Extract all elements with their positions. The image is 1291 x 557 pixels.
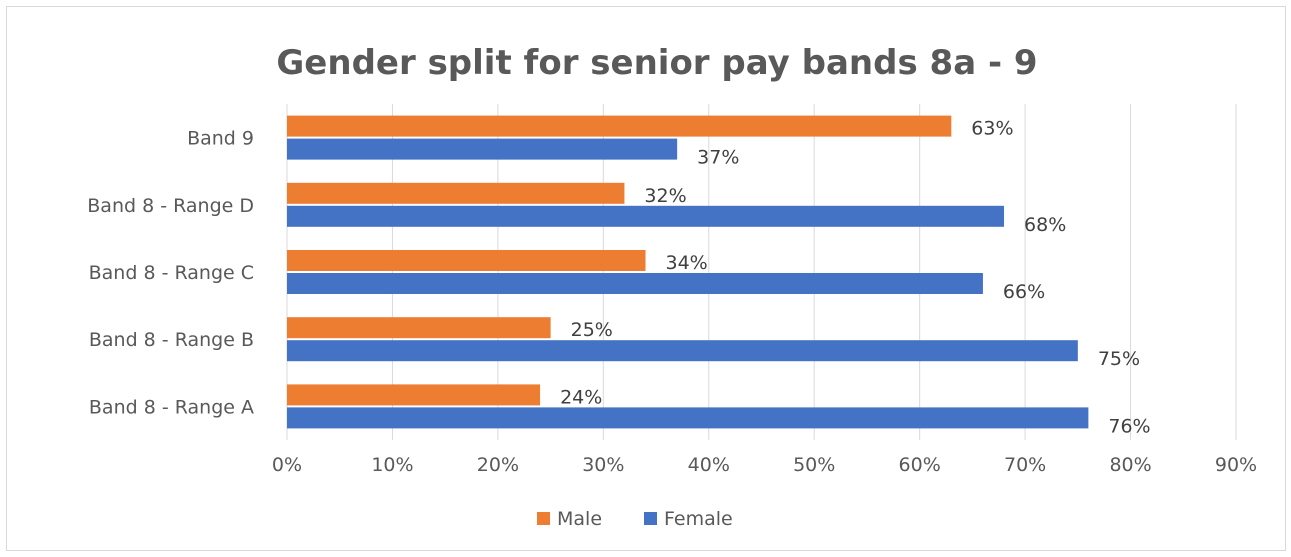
legend-swatch	[644, 512, 657, 525]
x-tick-label: 40%	[688, 454, 730, 476]
legend-label: Female	[664, 508, 733, 530]
x-tick-labels: 0% 10% 20% 30% 40% 50% 60% 70% 80% 90%	[272, 454, 1257, 476]
data-label-male: 34%	[666, 252, 708, 274]
chart-svg: Gender split for senior pay bands 8a - 9…	[87, 43, 1257, 530]
bar-male	[287, 115, 952, 137]
legend-label: Male	[557, 508, 602, 530]
data-label-male: 24%	[560, 386, 602, 408]
data-label-female: 68%	[1024, 214, 1066, 236]
category-label: Band 8 - Range A	[89, 396, 254, 418]
bar-female	[287, 340, 1078, 362]
data-label-female: 76%	[1108, 415, 1150, 437]
data-labels: 63% 37% 32% 68% 34% 66% 25% 75% 24% 76%	[560, 118, 1151, 438]
data-label-male: 63%	[971, 118, 1013, 140]
legend-swatch	[537, 512, 550, 525]
data-label-male: 32%	[644, 185, 686, 207]
legend: Male Female	[537, 508, 733, 530]
x-tick-label: 20%	[477, 454, 519, 476]
chart-container: Gender split for senior pay bands 8a - 9…	[6, 6, 1286, 551]
data-label-female: 37%	[697, 147, 739, 169]
bar-female	[287, 273, 983, 294]
category-label: Band 8 - Range D	[87, 195, 254, 217]
x-tick-label: 30%	[582, 454, 624, 476]
category-label: Band 8 - Range B	[89, 329, 254, 351]
x-tick-label: 50%	[793, 454, 835, 476]
chart-title: Gender split for senior pay bands 8a - 9	[276, 43, 1037, 83]
gridlines	[286, 104, 1237, 440]
x-tick-label: 70%	[1004, 454, 1046, 476]
bar-male	[287, 182, 625, 204]
bar-male	[287, 384, 541, 406]
data-label-female: 66%	[1003, 281, 1045, 303]
bar-female	[287, 138, 678, 160]
bar-female	[287, 205, 1005, 227]
bar-male	[287, 250, 646, 271]
bars	[287, 115, 1089, 429]
category-label: Band 8 - Range C	[89, 262, 254, 284]
data-label-female: 75%	[1098, 348, 1140, 370]
x-tick-label: 60%	[899, 454, 941, 476]
x-tick-label: 10%	[371, 454, 413, 476]
category-label: Band 9	[187, 128, 254, 150]
data-label-male: 25%	[571, 319, 613, 341]
x-tick-label: 90%	[1215, 454, 1257, 476]
bar-female	[287, 407, 1089, 429]
x-tick-label: 80%	[1109, 454, 1151, 476]
x-tick-label: 0%	[272, 454, 302, 476]
category-labels: Band 9 Band 8 - Range D Band 8 - Range C Ba…	[87, 128, 254, 419]
bar-male	[287, 317, 551, 339]
